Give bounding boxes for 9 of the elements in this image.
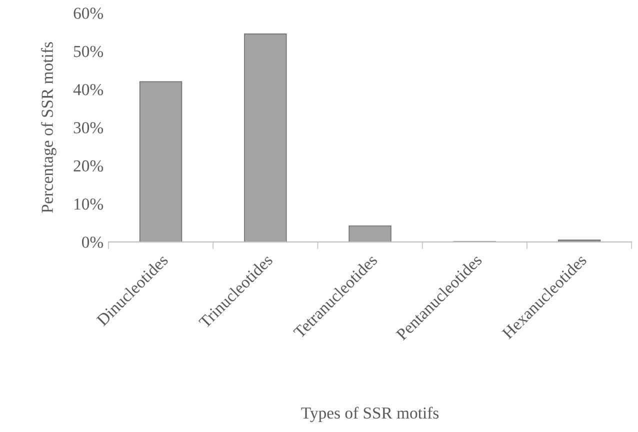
y-axis-title: Percentage of SSR motifs: [41, 42, 56, 213]
y-tick-label: 10%: [74, 198, 104, 210]
x-axis-title: Types of SSR motifs: [301, 406, 439, 422]
y-tick-label: 30%: [74, 122, 104, 134]
y-tick-label: 20%: [74, 160, 104, 172]
y-tick-label: 50%: [74, 46, 104, 58]
y-tick-label: 40%: [73, 84, 104, 96]
y-tick-label: 60%: [74, 8, 104, 19]
y-tick-label: 0%: [82, 236, 104, 248]
